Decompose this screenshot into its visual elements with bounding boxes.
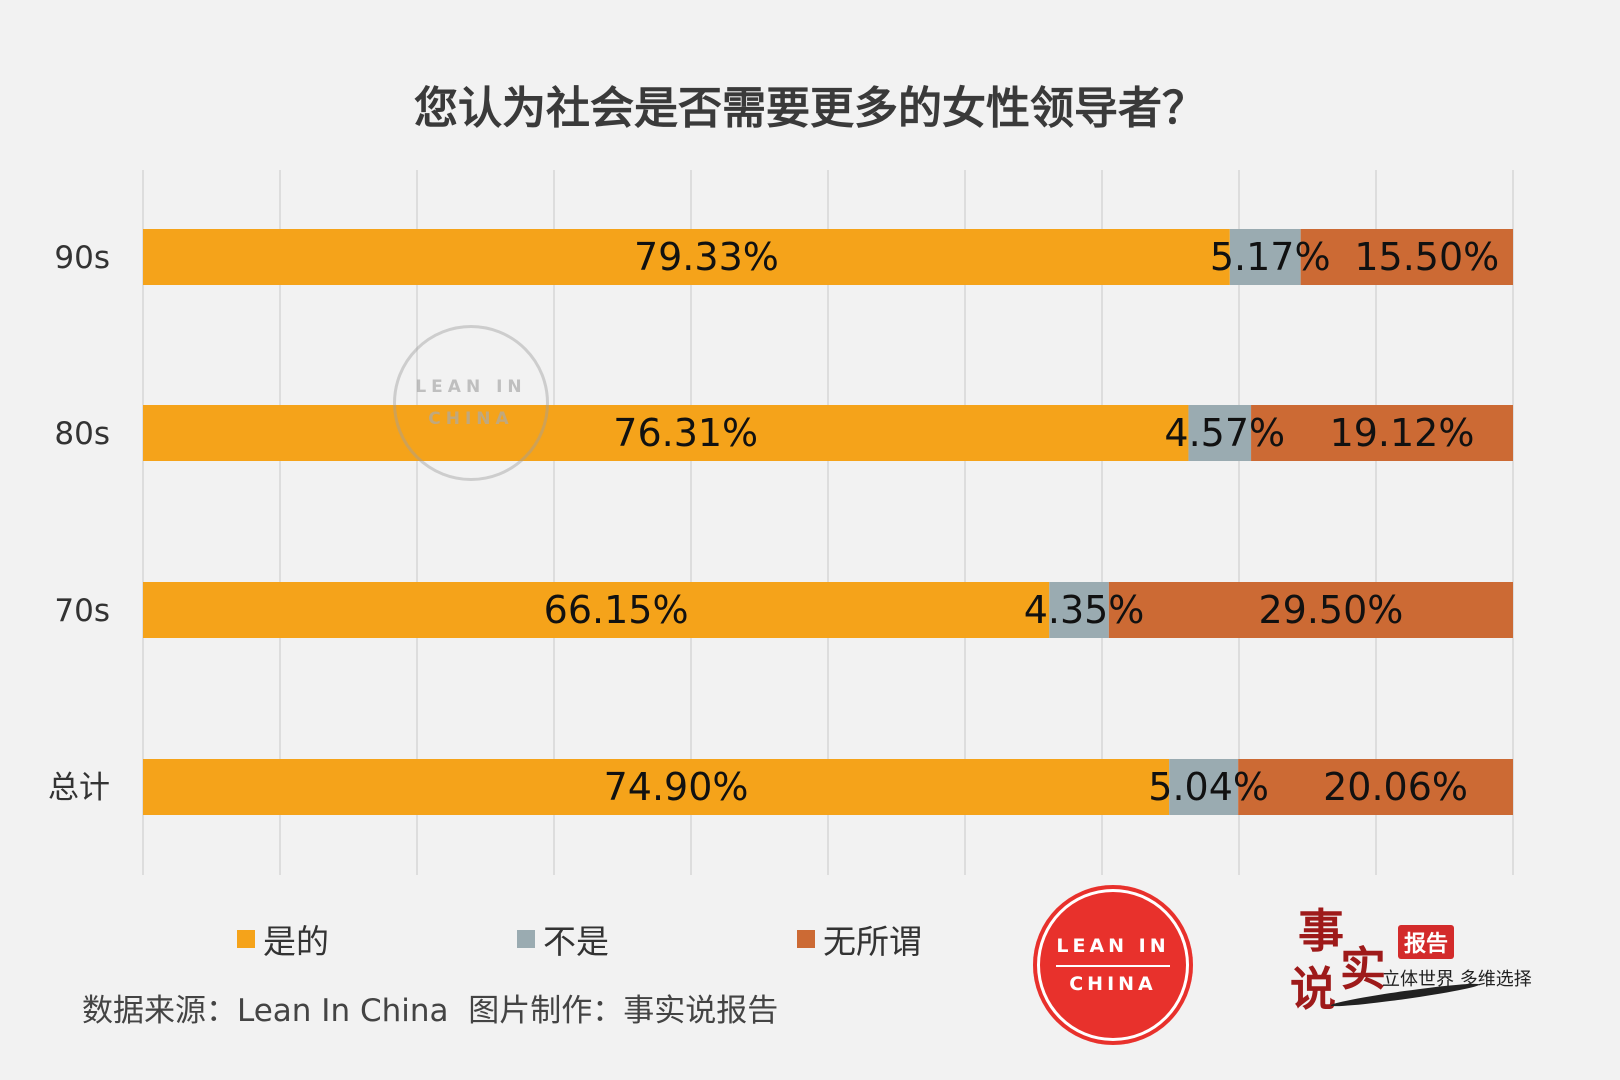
- bar-segment: [1188, 405, 1252, 461]
- brand-char-1: 事: [1298, 904, 1344, 958]
- legend-label-indifferent: 无所谓: [823, 922, 922, 961]
- bar-segment: [1251, 405, 1513, 461]
- brand-char-3: 说: [1290, 962, 1336, 1016]
- data-label: 29.50%: [1258, 588, 1403, 632]
- bar-segment: [1108, 582, 1513, 638]
- data-label: 20.06%: [1323, 765, 1468, 809]
- legend-label-yes: 是的: [263, 922, 329, 961]
- lean-in-watermark: LEAN IN CHINA: [393, 325, 549, 481]
- shishishuo-report-logo: 事 实 说 报告 立体世界 多维选择: [1290, 895, 1532, 1025]
- legend-item-indifferent: 无所谓: [797, 915, 922, 963]
- bar-segment: [1169, 759, 1239, 815]
- data-label: 4.35%: [1024, 588, 1145, 632]
- category-label: 90s: [54, 240, 110, 276]
- bar-segment: [143, 405, 1189, 461]
- data-label: 19.12%: [1330, 411, 1475, 455]
- legend-swatch-no: [517, 930, 535, 948]
- gridlines: [142, 170, 1514, 875]
- logo-line2: CHINA: [1069, 973, 1157, 995]
- legend-item-no: 不是: [517, 915, 609, 963]
- legend-item-yes: 是的: [237, 915, 329, 963]
- brand-slogan: 立体世界 多维选择: [1382, 969, 1532, 990]
- chart-title: 您认为社会是否需要更多的女性领导者？: [414, 83, 1206, 134]
- data-label: 76.31%: [613, 411, 758, 455]
- data-label: 5.04%: [1148, 765, 1269, 809]
- brand-tag: 报告: [1398, 925, 1455, 959]
- bar-segment: [1229, 229, 1301, 285]
- legend-label-no: 不是: [543, 922, 609, 961]
- watermark-line2: CHINA: [428, 409, 514, 429]
- category-label: 总计: [48, 770, 110, 806]
- data-label: 4.57%: [1164, 411, 1285, 455]
- bar-segment: [1238, 759, 1513, 815]
- data-label: 74.90%: [604, 765, 749, 809]
- bar-segment: [1049, 582, 1109, 638]
- bar-segment: [143, 229, 1230, 285]
- data-label: 5.17%: [1210, 235, 1331, 279]
- brand-char-2: 实: [1340, 942, 1386, 996]
- source-credit: 数据来源：Lean In China 图片制作：事实说报告: [82, 993, 779, 1029]
- data-labels: 79.33% 5.17% 15.50% 76.31% 4.57% 19.12% 66.15%…: [544, 235, 1500, 809]
- lean-in-china-logo: LEAN IN CHINA: [1033, 885, 1193, 1045]
- data-label: 66.15%: [544, 588, 689, 632]
- bar-segment: [1300, 229, 1513, 285]
- data-label: 79.33%: [634, 235, 779, 279]
- watermark-line1: LEAN IN: [415, 377, 527, 397]
- bar-segment: [143, 759, 1170, 815]
- legend-swatch-indifferent: [797, 930, 815, 948]
- category-label: 70s: [54, 593, 110, 629]
- logo-line1: LEAN IN: [1056, 929, 1170, 967]
- category-label: 80s: [54, 416, 110, 452]
- bar-segment: [143, 582, 1050, 638]
- data-label: 15.50%: [1354, 235, 1499, 279]
- legend-swatch-yes: [237, 930, 255, 948]
- bars: [143, 229, 1513, 815]
- category-labels: 90s 80s 70s 总计: [48, 240, 110, 806]
